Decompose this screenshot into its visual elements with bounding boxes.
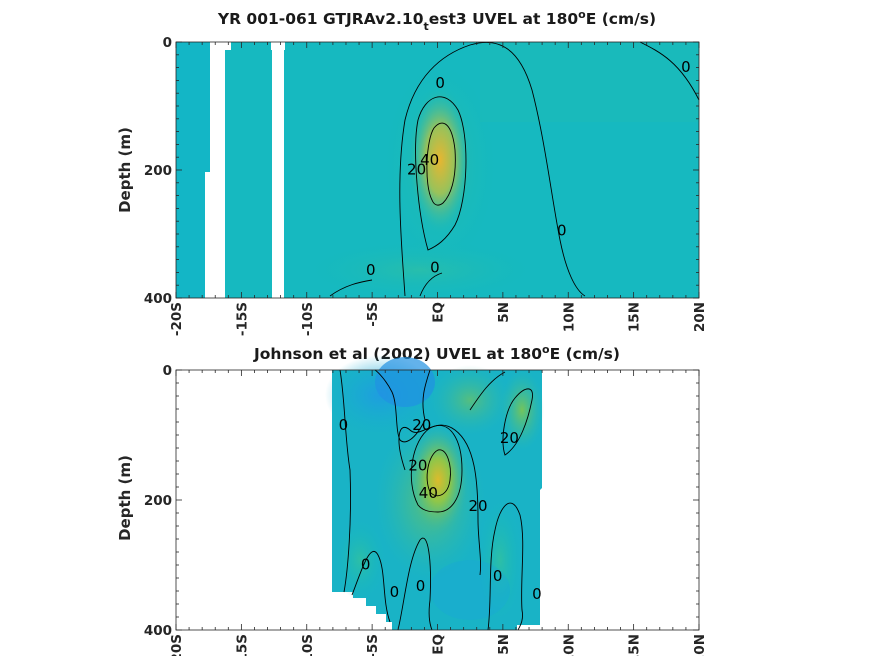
model-colormap [176,42,699,300]
y-tick-label: 0 [163,363,172,379]
observation-panel-title: Johnson et al (2002) UVEL at 180oE (cm/s… [253,343,620,363]
contour-label: 0 [681,58,691,76]
contour-label: 20 [408,457,427,475]
observation-colormap [325,355,544,630]
contour-label: 0 [532,585,542,603]
y-tick-label: 200 [144,163,172,179]
contour-label: 0 [430,258,440,276]
x-tick-label: -20S [169,634,185,656]
contour-label: 0 [339,416,349,434]
y-tick-label: 400 [144,291,172,307]
x-tick-label: EQ [431,302,447,323]
contour-label: 40 [420,151,439,169]
contour-label: 20 [412,416,431,434]
contour-label: 0 [366,261,376,279]
y-tick-label: 400 [144,623,172,639]
observation-x-ticks: -20S -15S -10S -5S EQ 5N 10N 15N 20N [169,370,708,656]
contour-label: 20 [407,161,426,179]
contour-label: 0 [390,583,400,601]
x-tick-label: 20N [692,634,708,656]
x-tick-label: 10N [561,634,577,656]
x-tick-label: -20S [169,302,185,336]
model-contours [329,41,700,297]
observation-panel-ylabel: Depth (m) [116,455,134,541]
model-x-ticks: -20S -15S -10S -5S EQ 5N 10N 15N 20N [169,42,708,336]
model-panel-title: YR 001-061 GTJRAv2.10test3 UVEL at 180oE… [217,8,656,33]
x-tick-label: -5S [365,302,381,327]
x-tick-label: -10S [300,634,316,656]
x-tick-label: 15N [627,634,643,656]
y-tick-label: 0 [163,35,172,51]
x-tick-label: EQ [431,634,447,655]
x-tick-label: -10S [300,302,316,336]
x-tick-label: -15S [234,302,250,336]
x-tick-label: 15N [627,302,643,332]
x-tick-label: 5N [496,634,512,655]
model-panel: YR 001-061 GTJRAv2.10test3 UVEL at 180oE… [116,8,708,336]
x-tick-label: -5S [365,634,381,656]
observation-panel: Johnson et al (2002) UVEL at 180oE (cm/s… [116,343,708,656]
observation-contours [339,369,533,631]
contour-label: 20 [468,497,487,515]
contour-label: 0 [557,221,567,239]
contour-label: 0 [435,74,445,92]
contour-label: 0 [416,577,426,595]
model-panel-ylabel: Depth (m) [116,127,134,213]
x-tick-label: -15S [234,634,250,656]
contour-label: 0 [361,556,371,574]
y-tick-label: 200 [144,493,172,509]
x-tick-label: 10N [561,302,577,332]
x-tick-label: 5N [496,302,512,323]
contour-label: 40 [419,484,438,502]
contour-label: 0 [493,567,503,585]
x-tick-label: 20N [692,302,708,332]
contour-label: 20 [500,429,519,447]
